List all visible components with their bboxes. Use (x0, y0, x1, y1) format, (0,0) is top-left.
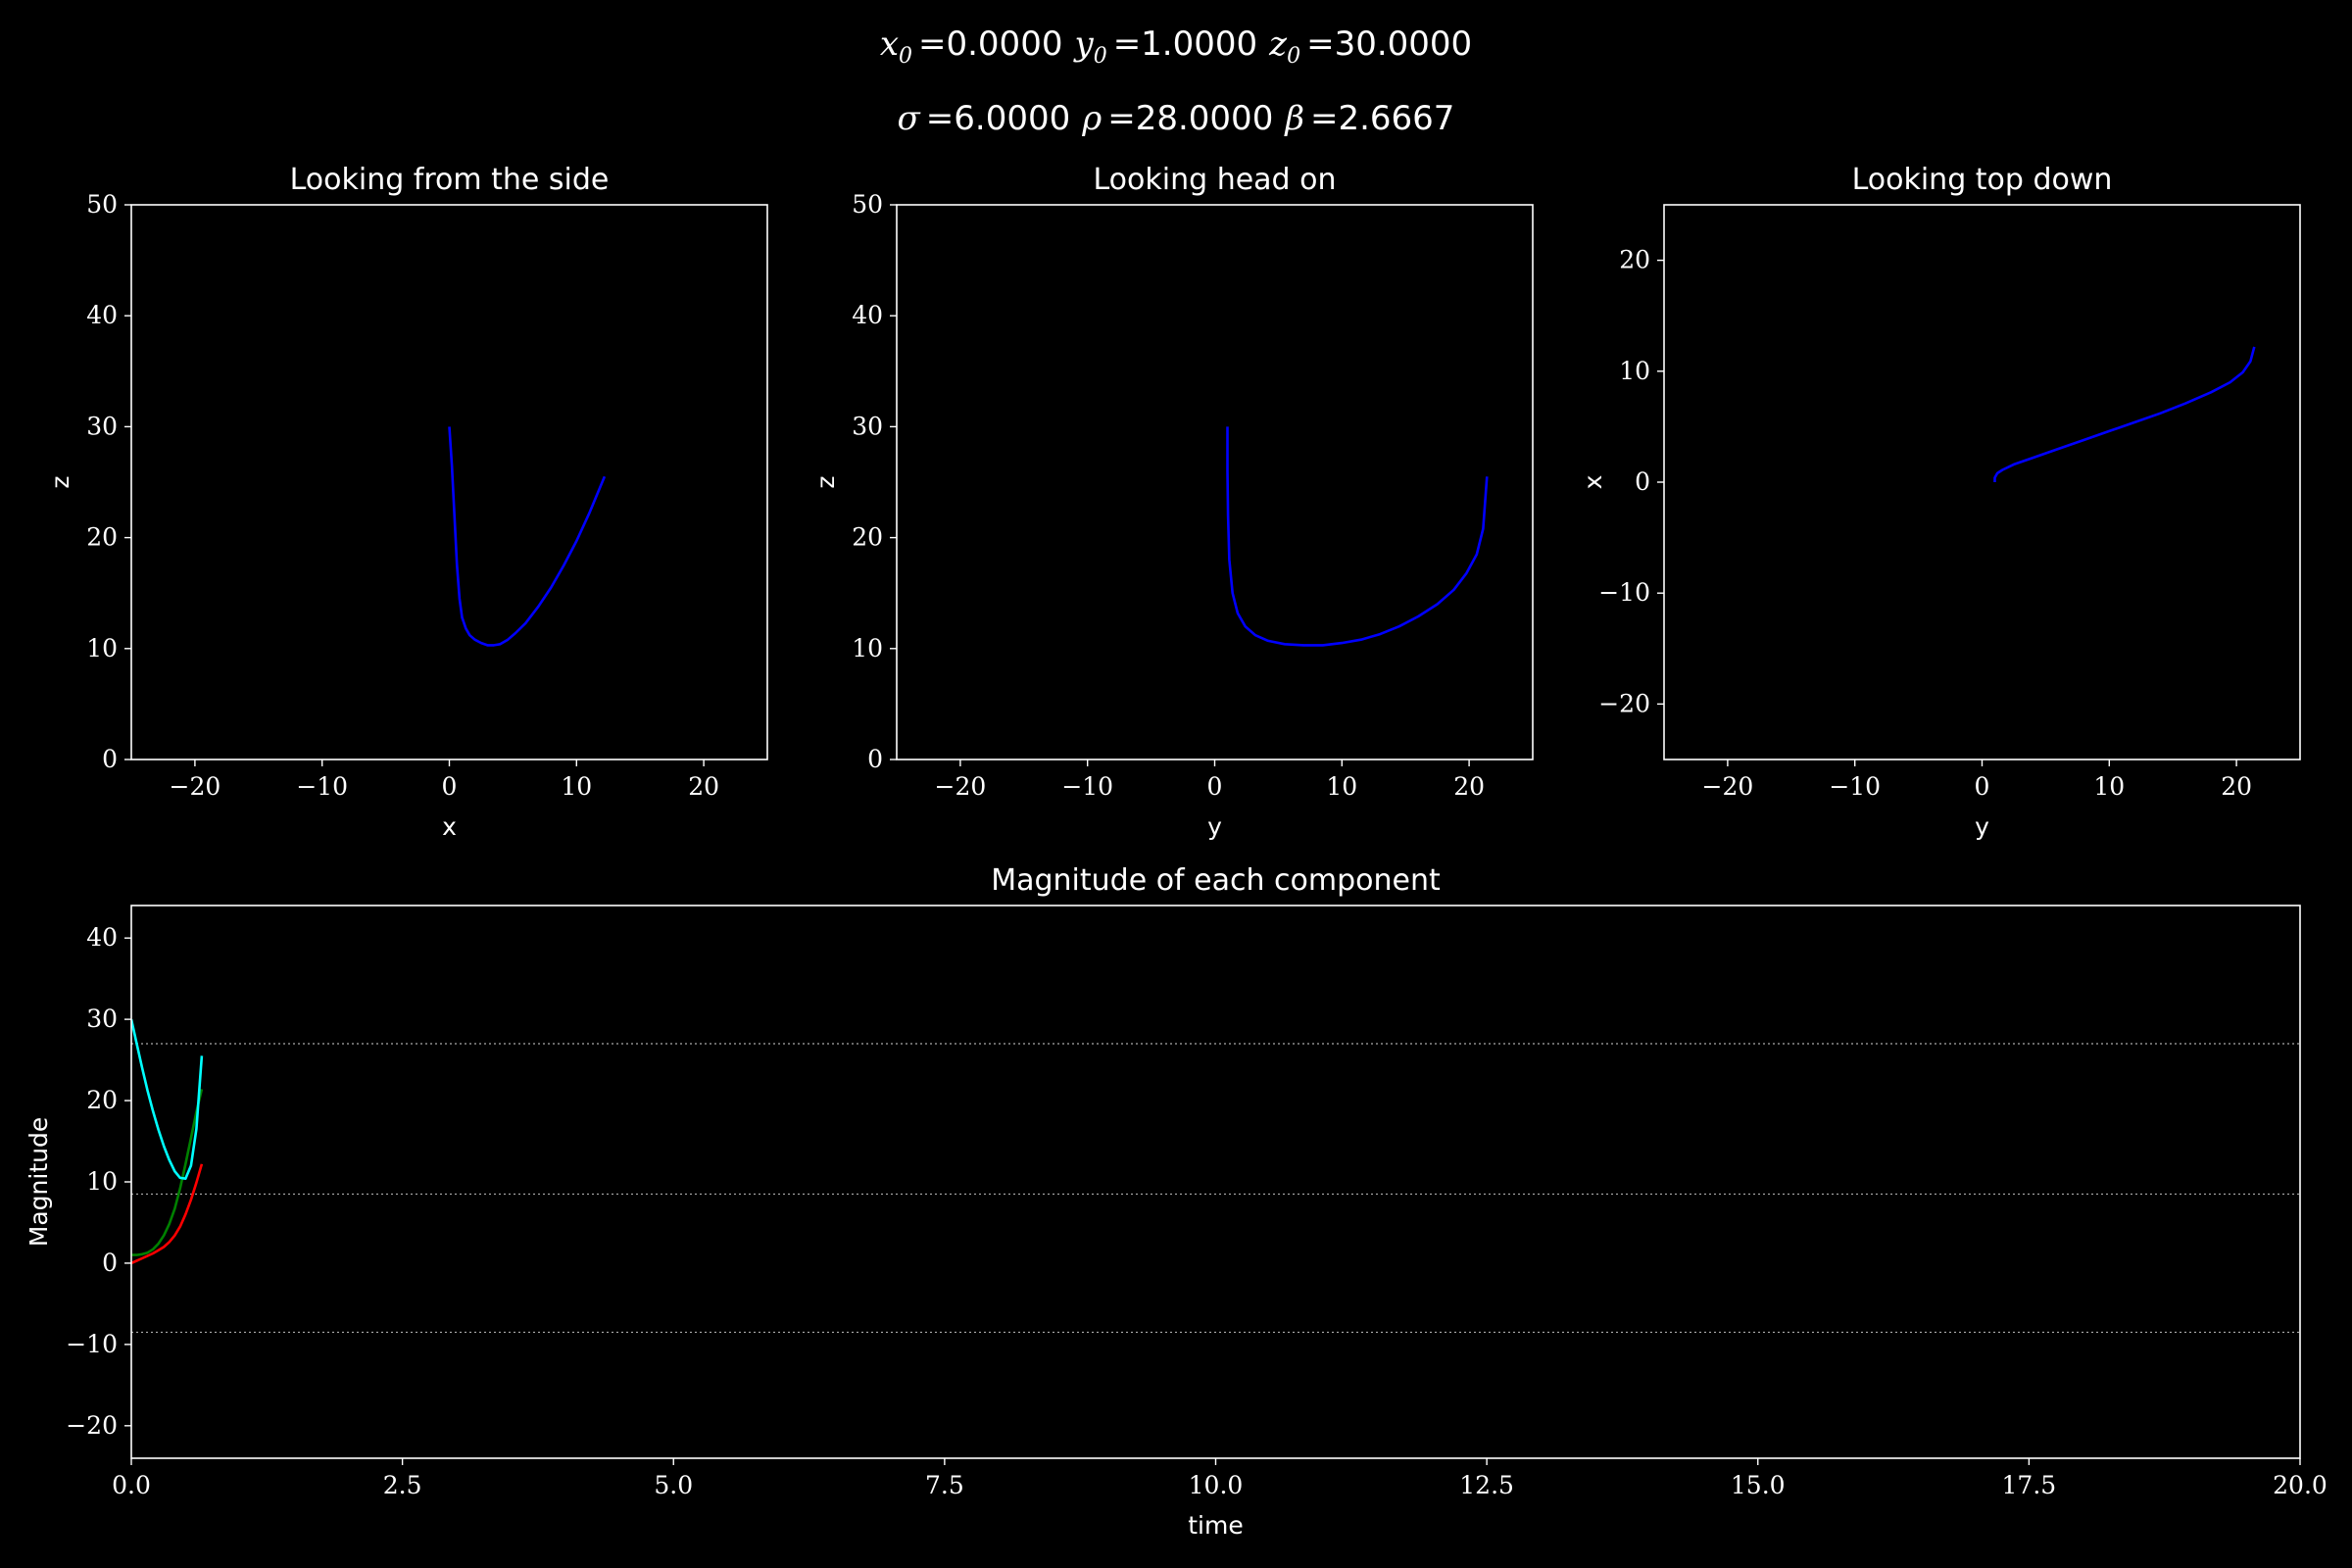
head-on-view-y-tick-label: 10 (852, 634, 883, 662)
magnitude-y-tick-label: 0 (102, 1249, 118, 1277)
initial-condition-symbol: z (1268, 24, 1288, 64)
top-down-view-title: Looking top down (1852, 163, 2113, 197)
top-down-view-plot: −20 −10 0 10 20 −20 −10 0 10 20 Looking top down y x (1579, 163, 2301, 841)
side-view-y-tick-label: 10 (86, 634, 118, 662)
side-view-y-tick-label: 30 (86, 412, 118, 440)
head-on-view-y-tick-label: 30 (852, 412, 883, 440)
parameter-value: =6.0000 (926, 99, 1070, 138)
side-view-y-tick-label: 20 (86, 523, 118, 552)
top-down-view-x-tick-label: 20 (2221, 772, 2252, 801)
magnitude-x-tick-label: 20.0 (2273, 1471, 2328, 1499)
side-view-y-tick-label: 40 (86, 301, 118, 329)
head-on-view-plot: −20 −10 0 10 20 0 10 20 30 40 50 Looking head on y z (811, 163, 1534, 841)
magnitude-y-tick-label: 40 (86, 923, 118, 952)
initial-conditions-heading: x0 =0.0000 y0 =1.0000 z0 =30.0000 (880, 24, 1472, 69)
side-view-x-axis-label: x (442, 812, 457, 841)
head-on-view-y-axis-label: z (811, 475, 840, 488)
top-down-view-y-tick-label: −20 (1598, 689, 1650, 717)
magnitude-x-tick-label: 0.0 (112, 1471, 151, 1499)
initial-condition-subscript: 0 (1094, 44, 1107, 69)
head-on-view-y-tick-label: 50 (852, 190, 883, 219)
top-down-view-y-tick-label: 20 (1619, 246, 1650, 274)
side-view-x-tick-label: −10 (296, 772, 348, 801)
side-view-x-tick-label: 0 (442, 772, 458, 801)
magnitude-x-tick-label: 5.0 (654, 1471, 693, 1499)
top-down-view-y-tick-label: −10 (1598, 578, 1650, 607)
magnitude-series-line-z (131, 1018, 204, 1180)
magnitude-y-axis-label: Magnitude (24, 1117, 53, 1247)
parameter-symbol: σ (898, 99, 921, 138)
top-down-view-x-tick-label: 10 (2093, 772, 2125, 801)
top-down-view-series-line (1993, 346, 2256, 482)
magnitude-y-tick-label: −10 (66, 1330, 118, 1358)
parameters-heading: σ =6.0000 ρ =28.0000 β =2.6667 (898, 99, 1455, 138)
side-view-x-tick-label: 10 (561, 772, 592, 801)
head-on-view-y-tick-label: 20 (852, 523, 883, 552)
head-on-view-x-tick-label: 0 (1207, 772, 1223, 801)
side-view-series-line (448, 426, 607, 647)
magnitude-y-tick-label: 20 (86, 1086, 118, 1114)
magnitude-y-tick-label: −20 (66, 1411, 118, 1440)
plots-group: −20 −10 0 10 20 0 10 20 30 40 50 Looking from the s… (24, 163, 2328, 1540)
head-on-view-y-tick-label: 0 (867, 745, 883, 773)
magnitude-x-tick-label: 15.0 (1731, 1471, 1786, 1499)
magnitude-y-tick-label: 30 (86, 1004, 118, 1033)
parameter-value: =28.0000 (1107, 99, 1273, 138)
top-down-view-y-axis-label: x (1579, 475, 1607, 490)
side-view-x-tick-label: −20 (170, 772, 221, 801)
magnitude-x-tick-label: 10.0 (1189, 1471, 1244, 1499)
top-down-view-x-tick-label: −10 (1829, 772, 1881, 801)
magnitude-series-line-x (131, 1163, 204, 1265)
head-on-view-x-tick-label: −10 (1061, 772, 1113, 801)
parameter-symbol: β (1283, 99, 1304, 138)
head-on-view-series-line (1226, 426, 1489, 647)
magnitude-x-tick-label: 7.5 (925, 1471, 964, 1499)
side-view-x-tick-label: 20 (688, 772, 719, 801)
side-view-y-tick-label: 50 (86, 190, 118, 219)
top-down-view-x-tick-label: −20 (1702, 772, 1754, 801)
top-down-view-x-tick-label: 0 (1975, 772, 1990, 801)
top-down-view-x-axis-label: y (1975, 812, 1989, 841)
initial-condition-value: =0.0000 (918, 24, 1062, 64)
magnitude-x-axis-label: time (1188, 1511, 1243, 1540)
side-view-y-tick-label: 0 (102, 745, 118, 773)
head-on-view-y-tick-label: 40 (852, 301, 883, 329)
side-view-y-axis-label: z (46, 475, 74, 488)
magnitude-plot: 0.0 2.5 5.0 7.5 10.0 12.5 15.0 17.5 20.0 −20 −10 0 1… (24, 863, 2328, 1540)
side-view-plot: −20 −10 0 10 20 0 10 20 30 40 50 Looking from the s… (46, 163, 768, 841)
initial-condition-value: =1.0000 (1113, 24, 1257, 64)
initial-condition-symbol: y (1072, 24, 1094, 64)
head-on-view-x-axis-label: y (1207, 812, 1222, 841)
head-on-view-title: Looking head on (1094, 163, 1337, 197)
head-on-view-x-tick-label: 20 (1453, 772, 1485, 801)
top-down-view-y-tick-label: 10 (1619, 357, 1650, 385)
initial-condition-subscript: 0 (899, 44, 912, 69)
initial-condition-symbol: x (880, 24, 899, 64)
head-on-view-x-tick-label: −20 (935, 772, 987, 801)
head-on-view-x-tick-label: 10 (1326, 772, 1357, 801)
initial-condition-subscript: 0 (1287, 44, 1300, 69)
magnitude-x-tick-label: 12.5 (1459, 1471, 1514, 1499)
top-down-view-y-tick-label: 0 (1635, 467, 1650, 496)
magnitude-x-tick-label: 17.5 (2002, 1471, 2057, 1499)
magnitude-series-line-y (131, 1089, 204, 1256)
parameter-value: =2.6667 (1310, 99, 1454, 138)
initial-condition-value: =30.0000 (1306, 24, 1472, 64)
parameter-symbol: ρ (1081, 99, 1102, 138)
magnitude-x-tick-label: 2.5 (383, 1471, 422, 1499)
magnitude-title: Magnitude of each component (991, 863, 1441, 898)
side-view-title: Looking from the side (290, 163, 610, 197)
magnitude-y-tick-label: 10 (86, 1167, 118, 1196)
